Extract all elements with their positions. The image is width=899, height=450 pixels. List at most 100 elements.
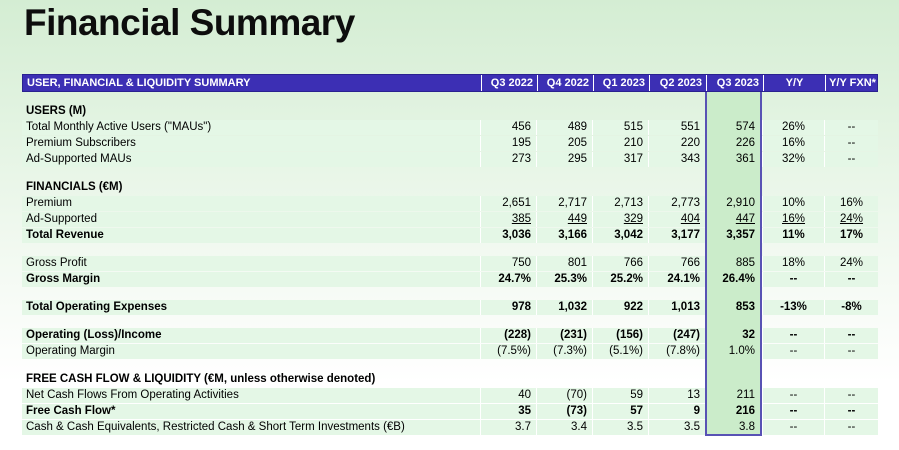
value-cell: 59 (592, 388, 648, 403)
value-cell: 11% (762, 228, 824, 243)
section-row: FINANCIALS (€M) (22, 180, 878, 196)
value-cell (762, 372, 824, 387)
value-cell: 3,166 (536, 228, 592, 243)
value-cell: 343 (648, 152, 705, 167)
value-cell: 329 (592, 212, 648, 227)
value-cell: -- (762, 272, 824, 287)
value-cell: -- (824, 328, 878, 343)
value-cell: -- (824, 272, 878, 287)
highlighted-quarter-cell (705, 104, 762, 120)
value-cell: 801 (536, 256, 592, 271)
value-cell (824, 372, 878, 387)
section-row: FREE CASH FLOW & LIQUIDITY (€M, unless o… (22, 372, 878, 388)
value-cell: 489 (536, 120, 592, 135)
value-cell (592, 104, 648, 119)
row-label: Gross Profit (22, 256, 480, 271)
value-cell: 385 (480, 212, 536, 227)
spacer-row (22, 316, 878, 328)
column-header: Q4 2022 (537, 75, 593, 91)
table-row: Total Operating Expenses 978 1,032 922 1,013… (22, 300, 878, 316)
value-cell: 220 (648, 136, 705, 151)
highlighted-quarter-cell (705, 168, 762, 180)
value-cell (648, 180, 705, 195)
value-cell (480, 372, 536, 387)
column-header: Q3 2022 (481, 75, 537, 91)
value-cell: 2,651 (480, 196, 536, 211)
row-label: USERS (M) (26, 105, 87, 117)
value-cell (480, 180, 536, 195)
row-label: Premium (22, 196, 480, 211)
highlighted-quarter-cell: 3.8 (705, 420, 762, 436)
spacer-row (22, 92, 878, 104)
row-label: Operating (Loss)/Income (22, 328, 480, 343)
value-cell: (247) (648, 328, 705, 343)
value-cell: 26% (762, 120, 824, 135)
value-cell: 16% (824, 196, 878, 211)
row-label: Total Monthly Active Users ("MAUs") (22, 120, 480, 135)
value-cell: 3,177 (648, 228, 705, 243)
value-cell: 3,036 (480, 228, 536, 243)
value-cell: (70) (536, 388, 592, 403)
highlighted-quarter-cell: 361 (705, 152, 762, 168)
value-cell: -- (824, 344, 878, 359)
value-cell: 25.3% (536, 272, 592, 287)
value-cell: 24.7% (480, 272, 536, 287)
value-cell: -- (762, 404, 824, 419)
value-cell: 3.5 (648, 420, 705, 435)
highlighted-quarter-cell (705, 372, 762, 388)
value-cell: 40 (480, 388, 536, 403)
value-cell: 3.7 (480, 420, 536, 435)
row-label: FREE CASH FLOW & LIQUIDITY (€M, unless o… (26, 373, 376, 385)
column-header: Q2 2023 (649, 75, 706, 91)
value-cell: 24% (824, 212, 878, 227)
value-cell: (231) (536, 328, 592, 343)
value-cell (762, 104, 824, 119)
value-cell (824, 104, 878, 119)
highlighted-quarter-cell: 226 (705, 136, 762, 152)
value-cell: 3.4 (536, 420, 592, 435)
value-cell: -- (824, 420, 878, 435)
value-cell (592, 180, 648, 195)
row-label: Gross Margin (22, 272, 480, 287)
value-cell: 24.1% (648, 272, 705, 287)
highlighted-quarter-cell: 26.4% (705, 272, 762, 288)
value-cell: 2,717 (536, 196, 592, 211)
value-cell: (7.8%) (648, 344, 705, 359)
table-row: Net Cash Flows From Operating Activities… (22, 388, 878, 404)
column-header: Q1 2023 (593, 75, 649, 91)
value-cell: 404 (648, 212, 705, 227)
section-row: USERS (M) (22, 104, 878, 120)
value-cell (648, 104, 705, 119)
value-cell: 750 (480, 256, 536, 271)
value-cell: 32% (762, 152, 824, 167)
table-row: Gross Margin 24.7% 25.3% 25.2% 24.1% 26.4% -- -… (22, 272, 878, 288)
row-label: Total Operating Expenses (22, 300, 480, 315)
value-cell: 273 (480, 152, 536, 167)
value-cell (592, 372, 648, 387)
highlighted-quarter-cell: 1.0% (705, 344, 762, 360)
value-cell: 35 (480, 404, 536, 419)
table-row: Operating (Loss)/Income (228) (231) (156) (2… (22, 328, 878, 344)
highlighted-quarter-cell: 3,357 (705, 228, 762, 244)
highlighted-quarter-cell: 447 (705, 212, 762, 228)
value-cell: 195 (480, 136, 536, 151)
row-label: Net Cash Flows From Operating Activities (22, 388, 480, 403)
row-label: Ad-Supported MAUs (22, 152, 480, 167)
row-label: FINANCIALS (€M) (26, 181, 123, 193)
value-cell: 3,042 (592, 228, 648, 243)
value-cell (648, 372, 705, 387)
value-cell (536, 104, 592, 119)
table-rows: USERS (M) Total Monthly Active Users ("MA… (22, 92, 878, 436)
spacer-row (22, 360, 878, 372)
row-label: Free Cash Flow* (22, 404, 480, 419)
value-cell: 978 (480, 300, 536, 315)
value-cell: 17% (824, 228, 878, 243)
spacer-row (22, 288, 878, 300)
value-cell (824, 180, 878, 195)
highlighted-quarter-cell (705, 360, 762, 372)
value-cell: 210 (592, 136, 648, 151)
column-header: Y/Y FXN* (825, 75, 879, 91)
highlighted-quarter-cell: 32 (705, 328, 762, 344)
value-cell: -8% (824, 300, 878, 315)
row-label: Cash & Cash Equivalents, Restricted Cash… (22, 420, 480, 435)
